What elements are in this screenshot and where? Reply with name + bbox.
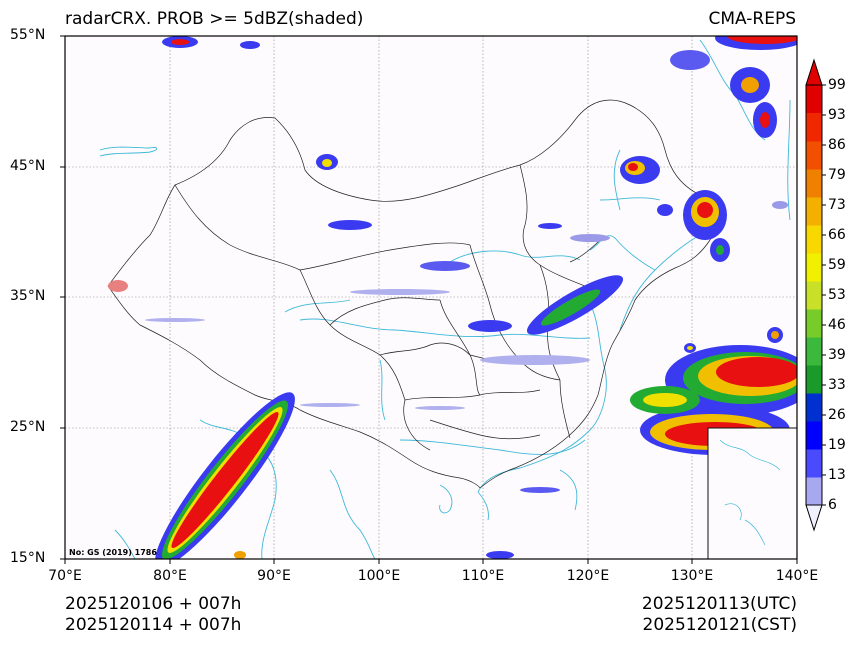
colorbar-segment (806, 393, 822, 422)
valid-time-utc: 2025120113(UTC) (641, 594, 797, 614)
map-frame-bg (65, 36, 797, 559)
valid-time-cst: 2025120121(CST) (642, 615, 797, 635)
lat-label: 25°N (10, 419, 46, 435)
colorbar-label: 73 (828, 197, 846, 213)
colorbar-label: 79 (828, 167, 846, 183)
colorbar-segment (806, 225, 822, 254)
init-time-utc: 2025120106 + 007h (65, 594, 242, 614)
probability-shading (108, 36, 797, 559)
lat-label: 55°N (10, 27, 46, 43)
colorbar-segment (806, 421, 822, 450)
init-time-cst: 2025120114 + 007h (65, 615, 242, 635)
colorbar-label: 26 (828, 407, 846, 423)
lon-label: 100°E (357, 568, 401, 584)
colorbar-label: 13 (828, 467, 846, 483)
colorbar-segment (806, 477, 822, 506)
colorbar-label: 66 (828, 227, 846, 243)
init-time-block: 2025120106 + 007h 2025120114 + 007h (65, 594, 241, 636)
chart-title: radarCRX. PROB >= 5dBZ(shaded) (65, 9, 364, 29)
inset-coast (719, 439, 781, 546)
colorbar-segment (806, 169, 822, 198)
colorbar-segment (806, 85, 822, 113)
lat-label: 35°N (10, 288, 46, 304)
colorbar-segment (806, 337, 822, 366)
colorbar-label: 53 (828, 287, 846, 303)
south-china-sea-inset (707, 427, 797, 559)
colorbar-segment (806, 365, 822, 394)
colorbar-segment (806, 141, 822, 170)
lat-label: 15°N (10, 550, 46, 566)
rivers-coastlines (99, 39, 791, 559)
colorbar-segment (806, 449, 822, 478)
lon-label: 130°E (670, 568, 714, 584)
lon-label: 120°E (566, 568, 610, 584)
colorbar-segment (806, 253, 822, 282)
lat-label: 45°N (10, 158, 46, 174)
valid-time-block: 2025120113(UTC) 2025120121(CST) (642, 594, 797, 636)
colorbar-label: 86 (828, 137, 846, 153)
lon-label: 70°E (48, 568, 82, 584)
colorbar (805, 58, 826, 532)
colorbar-label: 6 (828, 497, 837, 513)
map-approval-note: No: GS (2019) 1786 (69, 548, 157, 557)
colorbar-segment (806, 281, 822, 310)
colorbar-segment (806, 309, 822, 338)
colorbar-min-arrow (805, 504, 823, 532)
colorbar-segment (806, 113, 822, 142)
colorbar-label: 46 (828, 317, 846, 333)
colorbar-label: 19 (828, 437, 846, 453)
lon-label: 110°E (461, 568, 505, 584)
colorbar-label: 93 (828, 107, 846, 123)
colorbar-max-arrow (805, 58, 823, 86)
colorbar-segment (806, 197, 822, 226)
colorbar-label: 39 (828, 347, 846, 363)
lon-label: 90°E (257, 568, 291, 584)
axis-ticks (60, 35, 798, 564)
colorbar-label: 33 (828, 377, 846, 393)
colorbar-label: 99 (828, 77, 846, 93)
model-name: CMA-REPS (708, 9, 796, 29)
colorbar-label: 59 (828, 257, 846, 273)
lon-label: 80°E (153, 568, 187, 584)
lon-label: 140°E (775, 568, 819, 584)
